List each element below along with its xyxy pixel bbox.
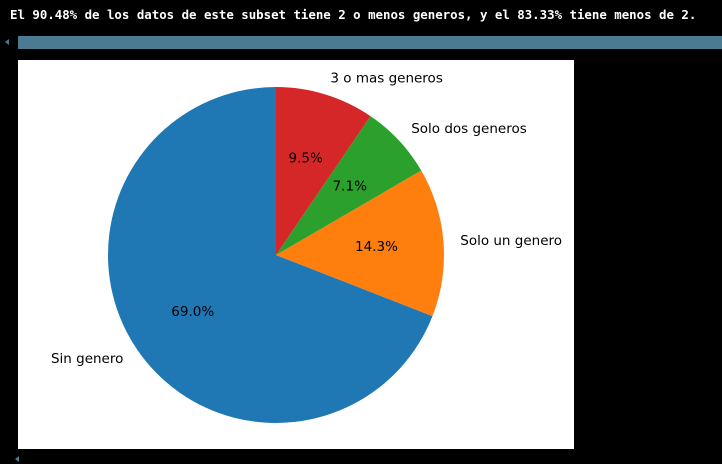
pie-pct-label-3-o-mas-generos: 9.5% (289, 151, 323, 167)
pie-chart: 69.0% Sin genero 14.3% Solo un genero 7.1% So… (51, 70, 562, 423)
pie-pct-label-solo-dos-generos: 7.1% (333, 178, 367, 194)
pie-category-label-solo-un-genero: Solo un genero (460, 233, 562, 249)
pie-category-label-solo-dos-generos: Solo dos generos (411, 121, 527, 137)
pie-pct-label-sin-genero: 69.0% (171, 304, 214, 320)
pie-chart-figure: 69.0% Sin genero 14.3% Solo un genero 7.1% So… (18, 60, 574, 449)
pie-slice-solo-un-genero (276, 170, 444, 317)
pie-category-label-sin-genero: Sin genero (51, 351, 123, 367)
pie-pct-label-solo-un-genero: 14.3% (355, 239, 398, 255)
scroll-left-arrow-icon[interactable] (5, 39, 9, 45)
pie-slice-sin-genero (108, 87, 433, 423)
pie-slice-3-o-mas-generos (276, 87, 371, 255)
pie-slice-solo-dos-generos (276, 116, 422, 256)
scrollbar-thumb[interactable] (18, 36, 722, 49)
pie-category-label-3-o-mas-generos: 3 o mas generos (330, 70, 442, 86)
pie-slices (108, 87, 444, 423)
cell-output-text: El 90.48% de los datos de este subset ti… (10, 7, 697, 22)
scroll-left-arrow-icon-bottom[interactable] (15, 456, 19, 462)
horizontal-scrollbar[interactable] (0, 36, 722, 49)
pie-labels: 69.0% Sin genero 14.3% Solo un genero 7.1% So… (51, 70, 562, 367)
